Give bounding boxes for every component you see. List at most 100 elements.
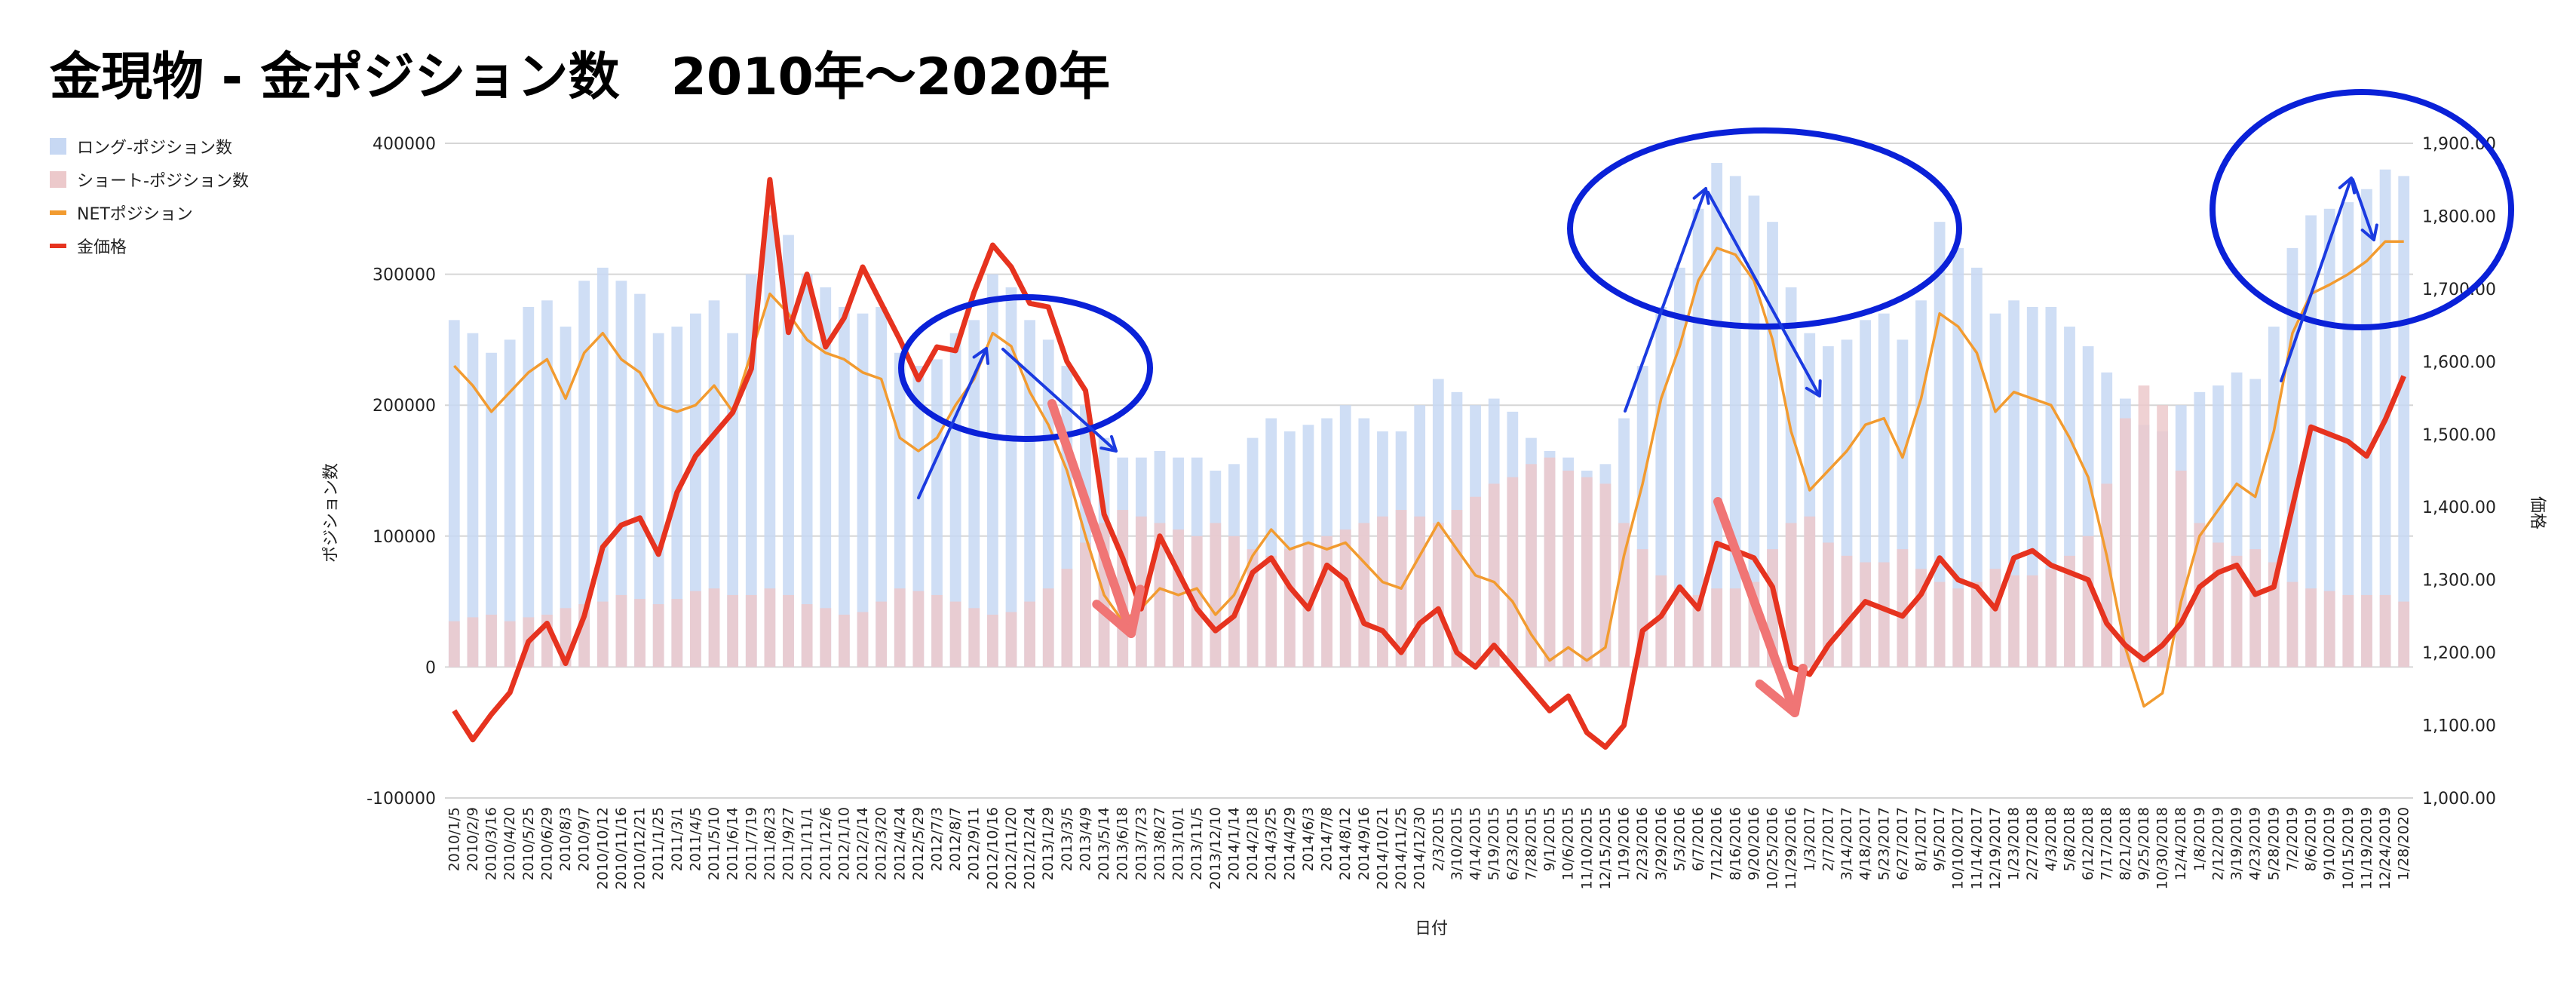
blue-arrow-up-2019 [2280,176,2356,382]
blue-arrow-down-2016 [1707,191,1822,397]
arrow-shaft [1707,191,1821,397]
x-tick-label: 2014/12/30 [1412,807,1428,890]
x-tick-label: 2014/11/25 [1393,807,1409,890]
long-position-bar [1674,267,1685,667]
arrow-head [1092,585,1145,638]
x-tick-label: 2011/3/1 [669,807,685,871]
long-position-bar [1748,195,1760,667]
short-position-bar [448,621,460,667]
long-position-bar [615,281,627,667]
short-position-bar [2231,555,2243,667]
x-tick-label: 4/3/2018 [2043,807,2059,871]
short-position-bar [986,614,998,667]
short-position-bar [839,614,850,667]
x-tick-label: 2013/3/5 [1059,807,1075,871]
x-tick-label: 2014/7/8 [1319,807,1336,871]
arrow-shaft [1001,348,1118,453]
x-axis-title: 日付 [1415,919,1448,938]
short-position-bar [2213,542,2224,667]
short-position-bar [820,608,832,667]
long-position-bar [652,333,664,667]
short-position-bar [1228,535,1240,667]
arrow-shaft [1047,399,1136,638]
short-position-bar [652,604,664,667]
short-position-bar [1191,535,1203,667]
x-tick-label: 12/4/2018 [2173,807,2189,880]
x-tick-label: 2010/1/5 [446,807,462,871]
x-tick-label: 10/15/2019 [2340,807,2357,890]
x-tick-label: 2013/4/9 [1078,807,1094,871]
y-tick-label: -100000 [366,790,436,809]
y2-tick-label: 1,100.00 [2422,717,2496,736]
short-position-bar [2286,582,2298,667]
x-tick-label: 2/12/2019 [2210,807,2227,880]
short-position-bar [764,588,776,667]
long-position-bar [448,320,460,667]
short-position-bar [912,591,925,667]
short-position-bar [1061,569,1073,667]
y-tick-label: 300000 [373,266,436,285]
x-tick-label: 2013/6/18 [1115,807,1131,880]
y2-tick-label: 1,400.00 [2422,499,2496,517]
short-position-bar [931,594,943,667]
x-tick-label: 2/27/2018 [2024,807,2041,880]
left-axis-ticks: 400000 300000 200000 100000 0 -100000 [366,135,436,809]
long-position-bar [578,281,590,667]
short-position-bar [2008,575,2019,667]
x-tick-label: 2014/8/12 [1337,807,1354,880]
long-position-bar [783,235,794,667]
y-axis-title: ポジション数 [322,463,341,563]
long-position-bar [634,293,646,667]
short-position-bar [2194,523,2206,667]
y2-tick-label: 1,200.00 [2422,644,2496,663]
short-position-bar [2398,601,2410,667]
x-tick-label: 2014/2/18 [1244,807,1261,880]
short-position-bar [2138,385,2150,667]
x-tick-label: 12/19/2017 [1987,807,2004,890]
long-position-bar [801,274,813,667]
short-position-bar [1488,483,1500,667]
legend-swatch-long [50,138,66,155]
short-position-bar [783,594,794,667]
short-position-bar [949,601,961,667]
long-position-bar [467,333,479,667]
short-position-bar [1377,516,1388,667]
annotation-circle-2012 [898,294,1153,442]
short-position-bar [2361,594,2372,667]
short-position-bar [1562,471,1575,667]
short-position-bar [1970,582,1983,667]
x-tick-label: 2013/7/23 [1133,807,1149,880]
short-position-bar [1210,523,1222,667]
long-position-bar [1024,320,1035,667]
x-tick-label: 2011/9/27 [780,807,797,880]
grid-lines [445,143,2413,799]
short-position-bar [1005,612,1017,667]
short-position-bar [1952,588,1964,667]
short-position-bar [708,588,720,667]
legend-item-net: NETポジション [50,196,249,229]
legend: ロング-ポジション数 ショート-ポジション数 NETポジション 金価格 [50,130,249,262]
x-tick-label: 2012/11/20 [1003,807,1020,890]
x-tick-label: 3/29/2016 [1653,807,1670,880]
x-tick-label: 8/1/2017 [1913,807,1930,871]
x-tick-label: 2014/4/29 [1281,807,1298,880]
short-position-bar [1655,575,1667,667]
gold-price-line [452,176,2406,750]
x-tick-label: 12/24/2019 [2377,807,2394,890]
x-tick-label: 2011/4/5 [687,807,704,871]
x-tick-label: 7/17/2018 [2099,807,2115,880]
x-tick-label: 7/12/2016 [1709,807,1725,880]
chart-title: 金現物 - 金ポジション数 2010年〜2020年 [50,48,1111,107]
x-tick-label: 2010/3/16 [483,807,500,880]
long-position-bar [1711,163,1723,667]
long-position-bar [2398,176,2410,667]
x-tick-label: 2011/8/23 [762,807,778,880]
y-tick-label: 100000 [373,528,436,547]
short-position-bar [727,594,739,667]
x-tick-label: 11/14/2017 [1968,807,1985,890]
x-tick-label: 4/23/2019 [2247,807,2264,880]
short-position-bar [1154,523,1166,667]
short-position-bar [467,617,479,667]
long-position-bar [708,300,720,667]
